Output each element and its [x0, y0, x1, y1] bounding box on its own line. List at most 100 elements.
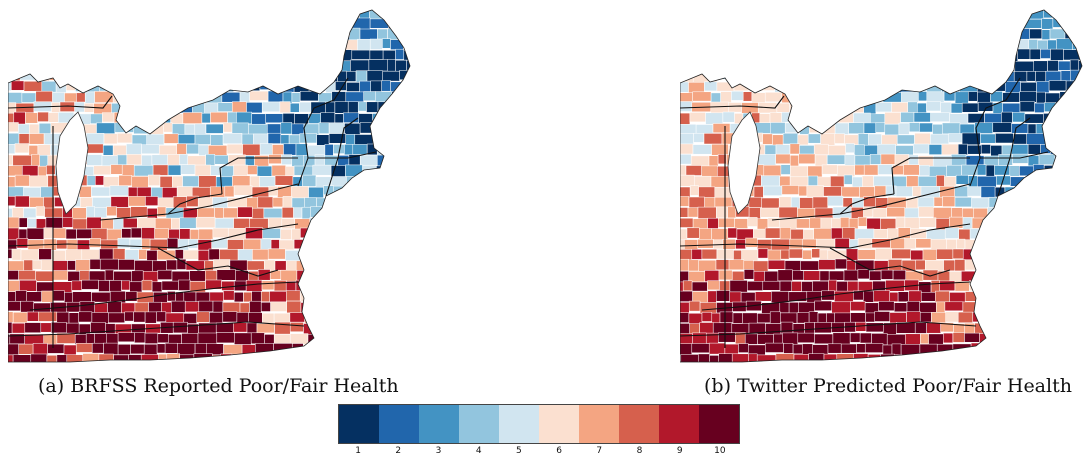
county-cell	[76, 228, 93, 239]
county-cell	[282, 196, 293, 209]
county-cell	[251, 39, 263, 52]
county-cell	[411, 345, 413, 356]
county-cell	[234, 332, 252, 345]
county-cell	[141, 279, 153, 291]
county-cell	[11, 10, 29, 20]
county-cell	[402, 281, 410, 292]
county-cell	[128, 196, 146, 207]
county-cell	[103, 176, 120, 188]
county-cell	[137, 217, 156, 229]
county-cell	[38, 248, 52, 260]
county-cell	[757, 334, 774, 345]
county-cell	[110, 164, 123, 175]
county-cell	[99, 248, 114, 260]
county-cell	[403, 186, 410, 198]
county-cell	[8, 311, 14, 323]
county-cell	[112, 18, 129, 30]
county-cell	[330, 343, 349, 355]
county-cell	[857, 249, 876, 260]
county-cell	[321, 10, 333, 21]
county-cell	[291, 155, 304, 167]
county-cell	[269, 291, 287, 303]
county-cell	[1050, 259, 1063, 272]
county-cell	[701, 312, 713, 322]
county-cell	[966, 39, 976, 51]
county-cell	[93, 165, 111, 176]
county-cell	[925, 260, 944, 272]
county-cell	[283, 143, 297, 156]
county-cell	[163, 133, 179, 144]
colorbar-tick-label: 6	[556, 446, 562, 456]
county-cell	[954, 259, 966, 272]
county-cell	[392, 311, 405, 324]
county-cell	[896, 322, 916, 334]
county-cell	[692, 91, 712, 102]
county-cell	[407, 134, 410, 147]
county-cell	[840, 217, 850, 229]
county-cell	[713, 10, 728, 21]
county-cell	[106, 206, 117, 216]
county-cell	[79, 270, 90, 281]
county-cell	[930, 280, 941, 293]
county-cell	[958, 59, 974, 70]
county-cell	[775, 353, 795, 362]
county-cell	[381, 80, 391, 92]
county-cell	[1041, 29, 1051, 40]
county-cell	[212, 227, 229, 238]
county-cell	[216, 269, 236, 281]
county-cell	[1066, 217, 1082, 228]
county-cell	[708, 71, 717, 82]
county-cell	[1014, 18, 1024, 30]
county-cell	[1020, 82, 1037, 93]
county-cell	[110, 38, 127, 50]
county-cell	[407, 249, 410, 261]
county-cell	[90, 60, 104, 74]
county-cell	[213, 18, 229, 29]
county-cell	[988, 280, 1001, 293]
county-cell	[403, 302, 410, 313]
state-boundary	[701, 281, 971, 311]
county-cell	[256, 165, 273, 177]
county-cell	[179, 217, 197, 229]
county-cell	[362, 249, 373, 261]
county-cell	[692, 291, 709, 303]
county-cell	[1016, 281, 1033, 294]
county-cell	[990, 91, 1003, 102]
county-cell	[680, 112, 691, 126]
county-cell	[1066, 143, 1079, 154]
county-cell	[906, 301, 920, 313]
county-cell	[974, 71, 984, 83]
county-cell	[368, 59, 388, 72]
county-cell	[899, 39, 917, 51]
county-cell	[903, 164, 920, 176]
county-cell	[780, 312, 798, 324]
county-cell	[945, 10, 960, 21]
county-cell	[200, 28, 211, 39]
county-cell	[885, 280, 905, 292]
county-cell	[79, 186, 92, 198]
county-cell	[707, 280, 720, 291]
county-cell	[1071, 269, 1082, 282]
county-cell	[1058, 60, 1071, 71]
county-cell	[819, 270, 830, 282]
county-cell	[406, 103, 410, 115]
county-cell	[405, 29, 410, 41]
county-cell	[708, 49, 724, 62]
county-cell	[1063, 311, 1077, 322]
county-cell	[121, 101, 131, 112]
county-cell	[867, 354, 881, 362]
county-cell	[114, 323, 132, 335]
county-cell	[754, 49, 774, 60]
county-cell	[894, 354, 904, 362]
county-cell	[343, 112, 359, 123]
county-cell	[778, 71, 788, 82]
county-cell	[76, 343, 93, 353]
county-cell	[15, 19, 36, 31]
county-cell	[816, 238, 836, 251]
county-cell	[280, 134, 290, 145]
county-cell	[1043, 10, 1059, 19]
county-cell	[232, 101, 247, 114]
county-cell	[710, 101, 730, 114]
county-cell	[206, 38, 225, 51]
county-cell	[299, 101, 312, 113]
